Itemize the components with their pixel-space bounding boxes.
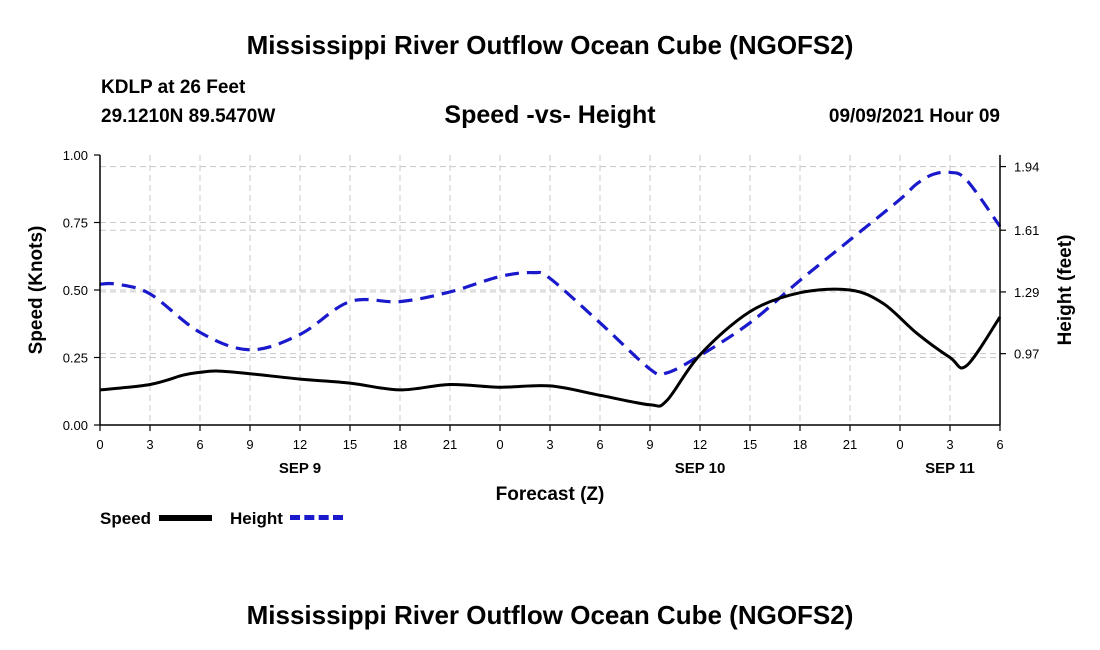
station-coordinates: 29.1210N 89.5470W bbox=[101, 106, 276, 127]
x-tick-label: 9 bbox=[646, 437, 653, 452]
y2-tick-label: 1.94 bbox=[1014, 160, 1039, 175]
x-tick-label: 12 bbox=[693, 437, 707, 452]
legend-height-label: Height bbox=[230, 509, 283, 528]
station-label: KDLP at 26 Feet bbox=[101, 77, 246, 98]
x-tick-label: 18 bbox=[793, 437, 807, 452]
legend-speed-swatch bbox=[159, 515, 212, 521]
y-tick-label: 1.00 bbox=[63, 148, 88, 163]
x-day-label: SEP 9 bbox=[279, 460, 321, 477]
footer-title: Mississippi River Outflow Ocean Cube (NG… bbox=[246, 600, 854, 630]
y2-tick-label: 1.61 bbox=[1014, 223, 1039, 238]
y-tick-label: 0.50 bbox=[63, 283, 88, 298]
height-series-line bbox=[99, 170, 1002, 377]
x-tick-label: 6 bbox=[996, 437, 1003, 452]
chart-subtitle: Speed -vs- Height bbox=[444, 101, 656, 129]
y2-axis-title: Height (feet) bbox=[1055, 235, 1076, 346]
x-tick-label: 6 bbox=[196, 437, 203, 452]
x-tick-label: 21 bbox=[843, 437, 857, 452]
x-tick-label: 18 bbox=[393, 437, 407, 452]
x-axis-title: Forecast (Z) bbox=[496, 484, 605, 505]
speed-series-line bbox=[99, 287, 1002, 408]
x-day-label: SEP 11 bbox=[925, 460, 975, 477]
x-tick-label: 3 bbox=[946, 437, 953, 452]
x-tick-label: 3 bbox=[146, 437, 153, 452]
x-tick-label: 12 bbox=[293, 437, 307, 452]
x-tick-label: 15 bbox=[743, 437, 757, 452]
y-tick-label: 0.75 bbox=[63, 216, 88, 231]
x-tick-label: 15 bbox=[343, 437, 357, 452]
x-tick-label: 0 bbox=[96, 437, 103, 452]
legend-height-swatch bbox=[290, 515, 343, 520]
x-tick-label: 6 bbox=[596, 437, 603, 452]
x-day-label: SEP 10 bbox=[675, 460, 726, 477]
x-tick-label: 0 bbox=[896, 437, 903, 452]
y-tick-label: 0.25 bbox=[63, 351, 88, 366]
x-tick-label: 0 bbox=[496, 437, 503, 452]
y-tick-label: 0.00 bbox=[63, 418, 88, 433]
y2-tick-label: 1.29 bbox=[1014, 285, 1039, 300]
forecast-datetime: 09/09/2021 Hour 09 bbox=[828, 106, 1000, 127]
legend-speed-label: Speed bbox=[100, 509, 152, 528]
x-tick-label: 9 bbox=[246, 437, 253, 452]
y-axis-title: Speed (Knots) bbox=[26, 226, 47, 355]
x-tick-label: 21 bbox=[443, 437, 457, 452]
chart-title: Mississippi River Outflow Ocean Cube (NG… bbox=[246, 30, 854, 60]
x-tick-label: 3 bbox=[546, 437, 553, 452]
y2-tick-label: 0.97 bbox=[1014, 347, 1039, 362]
